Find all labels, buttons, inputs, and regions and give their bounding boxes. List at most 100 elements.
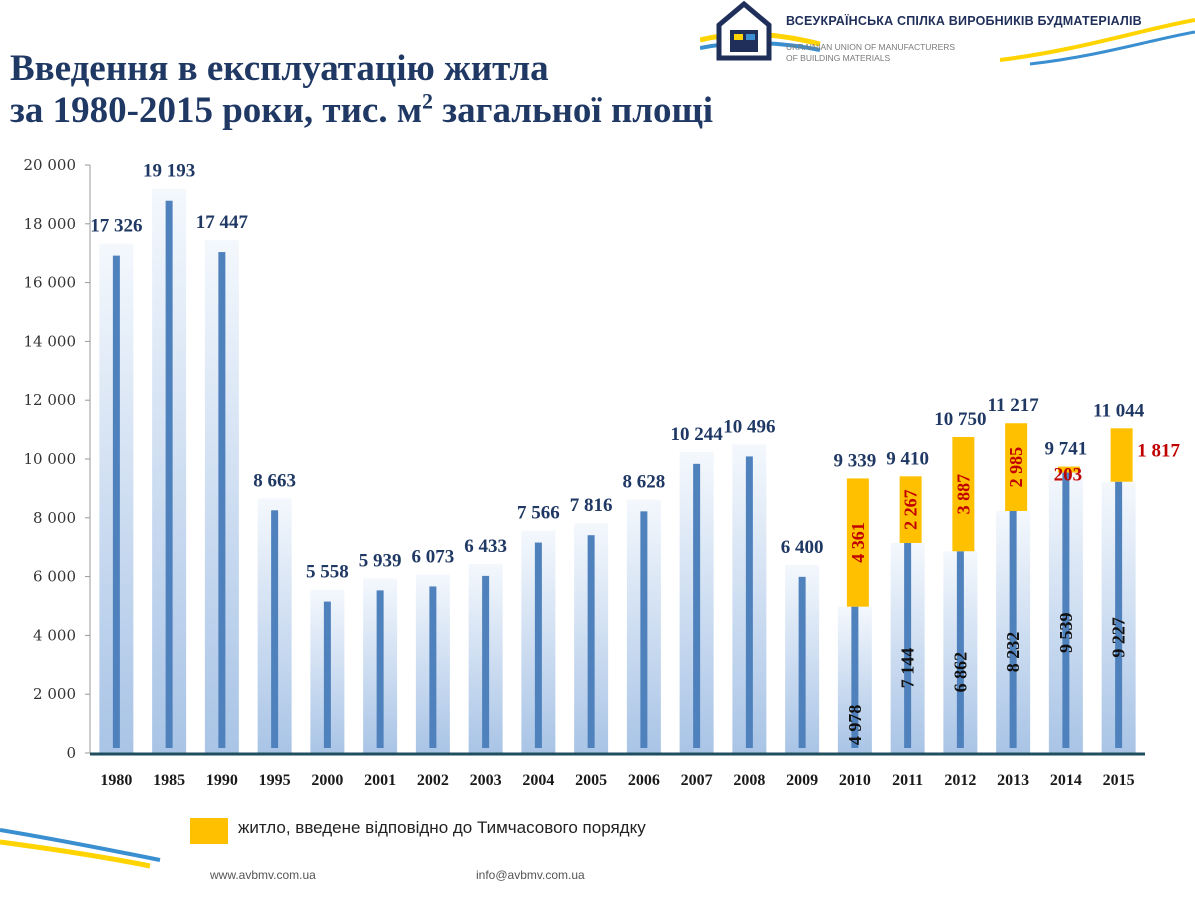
- data-label-total: 5 939: [359, 550, 402, 571]
- bar-value: [640, 511, 648, 748]
- org-name-en-line-2: OF BUILDING MATERIALS: [786, 53, 891, 63]
- data-label-total: 11 217: [988, 395, 1040, 416]
- bar-value: [165, 200, 173, 748]
- bar-value: [745, 456, 753, 748]
- x-tick-label: 1990: [206, 772, 238, 789]
- title-line-2-tail: загальної площі: [433, 90, 714, 131]
- x-tick-label: 2002: [417, 772, 449, 789]
- data-label-total: 17 326: [90, 216, 142, 237]
- data-label-base: 8 232: [1003, 632, 1023, 673]
- bar-value: [376, 590, 384, 748]
- x-tick-label: 1995: [259, 772, 291, 789]
- page-title: Введення в експлуатацію житла за 1980-20…: [10, 48, 713, 132]
- data-label-temporary: 3 887: [953, 474, 973, 515]
- x-tick-label: 2011: [892, 772, 923, 789]
- data-label-temporary: 4 361: [848, 522, 868, 563]
- y-tick-label: 4 000: [33, 626, 76, 644]
- data-label-total: 7 816: [570, 495, 613, 516]
- data-label-total: 17 447: [196, 212, 249, 233]
- title-line-2: за 1980-2015 роки, тис. м2 загальної пло…: [10, 90, 713, 132]
- bar-value: [1115, 481, 1123, 748]
- bar-value: [851, 606, 859, 748]
- bar-value: [482, 575, 490, 748]
- x-tick-label: 2013: [997, 772, 1029, 789]
- legend-label: житло, введене відповідно до Тимчасового…: [238, 818, 646, 837]
- data-label-total: 10 244: [671, 424, 724, 445]
- org-name-en: UKRAINIAN UNION OF MANUFACTURERS OF BUIL…: [786, 42, 986, 64]
- y-tick-label: 2 000: [33, 685, 76, 703]
- data-label-temporary: 2 267: [901, 489, 921, 529]
- bar-value: [587, 535, 595, 748]
- y-tick-label: 8 000: [33, 509, 76, 527]
- x-tick-label: 2008: [733, 772, 765, 789]
- y-tick-label: 0: [66, 744, 76, 762]
- data-label-total: 9 339: [834, 450, 877, 471]
- y-tick-label: 10 000: [24, 450, 77, 468]
- bar-temporary-order: [1005, 423, 1028, 511]
- data-label-total: 6 433: [464, 536, 507, 557]
- x-tick-label: 2001: [364, 772, 396, 789]
- x-tick-label: 2012: [944, 772, 976, 789]
- x-tick-label: 2003: [470, 772, 502, 789]
- bar-value: [798, 576, 806, 748]
- bar-temporary-order: [952, 436, 975, 552]
- bar-value: [323, 601, 331, 748]
- data-label-total: 6 073: [412, 546, 455, 567]
- footer-email[interactable]: info@avbmv.com.ua: [476, 868, 585, 882]
- org-name-ua: ВСЕУКРАЇНСЬКА СПІЛКА ВИРОБНИКІВ БУДМАТЕР…: [786, 14, 1142, 28]
- title-line-2-text: за 1980-2015 роки, тис. м: [10, 90, 423, 131]
- bar-value: [112, 255, 120, 748]
- y-tick-label: 18 000: [24, 215, 77, 233]
- x-tick-label: 2000: [311, 772, 343, 789]
- y-tick-label: 20 000: [24, 156, 77, 174]
- data-label-base: 6 862: [950, 652, 970, 693]
- data-label-temporary: 1 817: [1137, 440, 1180, 461]
- footer-website[interactable]: www.avbmv.com.ua: [210, 868, 316, 882]
- x-tick-label: 2007: [681, 772, 713, 789]
- bar-value: [534, 542, 542, 748]
- organization-logo: [700, 0, 1195, 66]
- data-label-total: 8 628: [623, 471, 666, 492]
- x-tick-label: 1985: [153, 772, 185, 789]
- y-tick-label: 16 000: [24, 274, 77, 292]
- decorative-swoosh: [0, 828, 161, 869]
- data-label-base: 9 539: [1056, 613, 1076, 654]
- data-label-total: 9 741: [1045, 439, 1088, 460]
- bar-value: [693, 463, 701, 748]
- bar-value: [956, 551, 964, 748]
- x-tick-label: 2010: [839, 772, 871, 789]
- bar-temporary-order: [1057, 466, 1080, 473]
- data-label-total: 9 410: [886, 448, 929, 469]
- data-label-total: 5 558: [306, 562, 349, 583]
- data-label-total: 8 663: [253, 470, 296, 491]
- bar-value: [1062, 472, 1070, 748]
- y-tick-label: 12 000: [24, 391, 77, 409]
- x-tick-label: 1980: [100, 772, 132, 789]
- y-tick-label: 6 000: [33, 568, 76, 586]
- data-label-total: 6 400: [781, 537, 824, 558]
- data-label-base: 4 978: [845, 705, 865, 746]
- x-tick-label: 2015: [1103, 772, 1135, 789]
- y-tick-label: 14 000: [24, 332, 77, 350]
- data-label-temporary: 203: [1054, 465, 1083, 486]
- x-tick-label: 2014: [1050, 772, 1082, 789]
- bar-temporary-order: [846, 478, 869, 607]
- bar-value: [218, 252, 226, 748]
- org-name-en-line-1: UKRAINIAN UNION OF MANUFACTURERS: [786, 42, 956, 52]
- data-label-total: 11 044: [1093, 400, 1145, 421]
- title-line-1: Введення в експлуатацію житла: [10, 48, 549, 89]
- x-tick-label: 2006: [628, 772, 660, 789]
- bar-temporary-order: [899, 476, 922, 543]
- bar-value: [271, 510, 279, 748]
- bar-value: [429, 586, 437, 748]
- bar-value: [1009, 510, 1017, 748]
- legend-swatch-temporary-order: [190, 818, 228, 844]
- bar-temporary-order: [1110, 428, 1133, 482]
- data-label-total: 10 750: [934, 409, 986, 430]
- x-tick-label: 2004: [522, 772, 554, 789]
- data-label-total: 7 566: [517, 503, 560, 524]
- x-tick-label: 2009: [786, 772, 818, 789]
- x-tick-label: 2005: [575, 772, 607, 789]
- housing-commissioning-chart: 0 2 000 4 000 6 000 8 000 10 000 12 000 14 000 1…: [24, 156, 1181, 789]
- data-label-base: 9 227: [1109, 617, 1129, 658]
